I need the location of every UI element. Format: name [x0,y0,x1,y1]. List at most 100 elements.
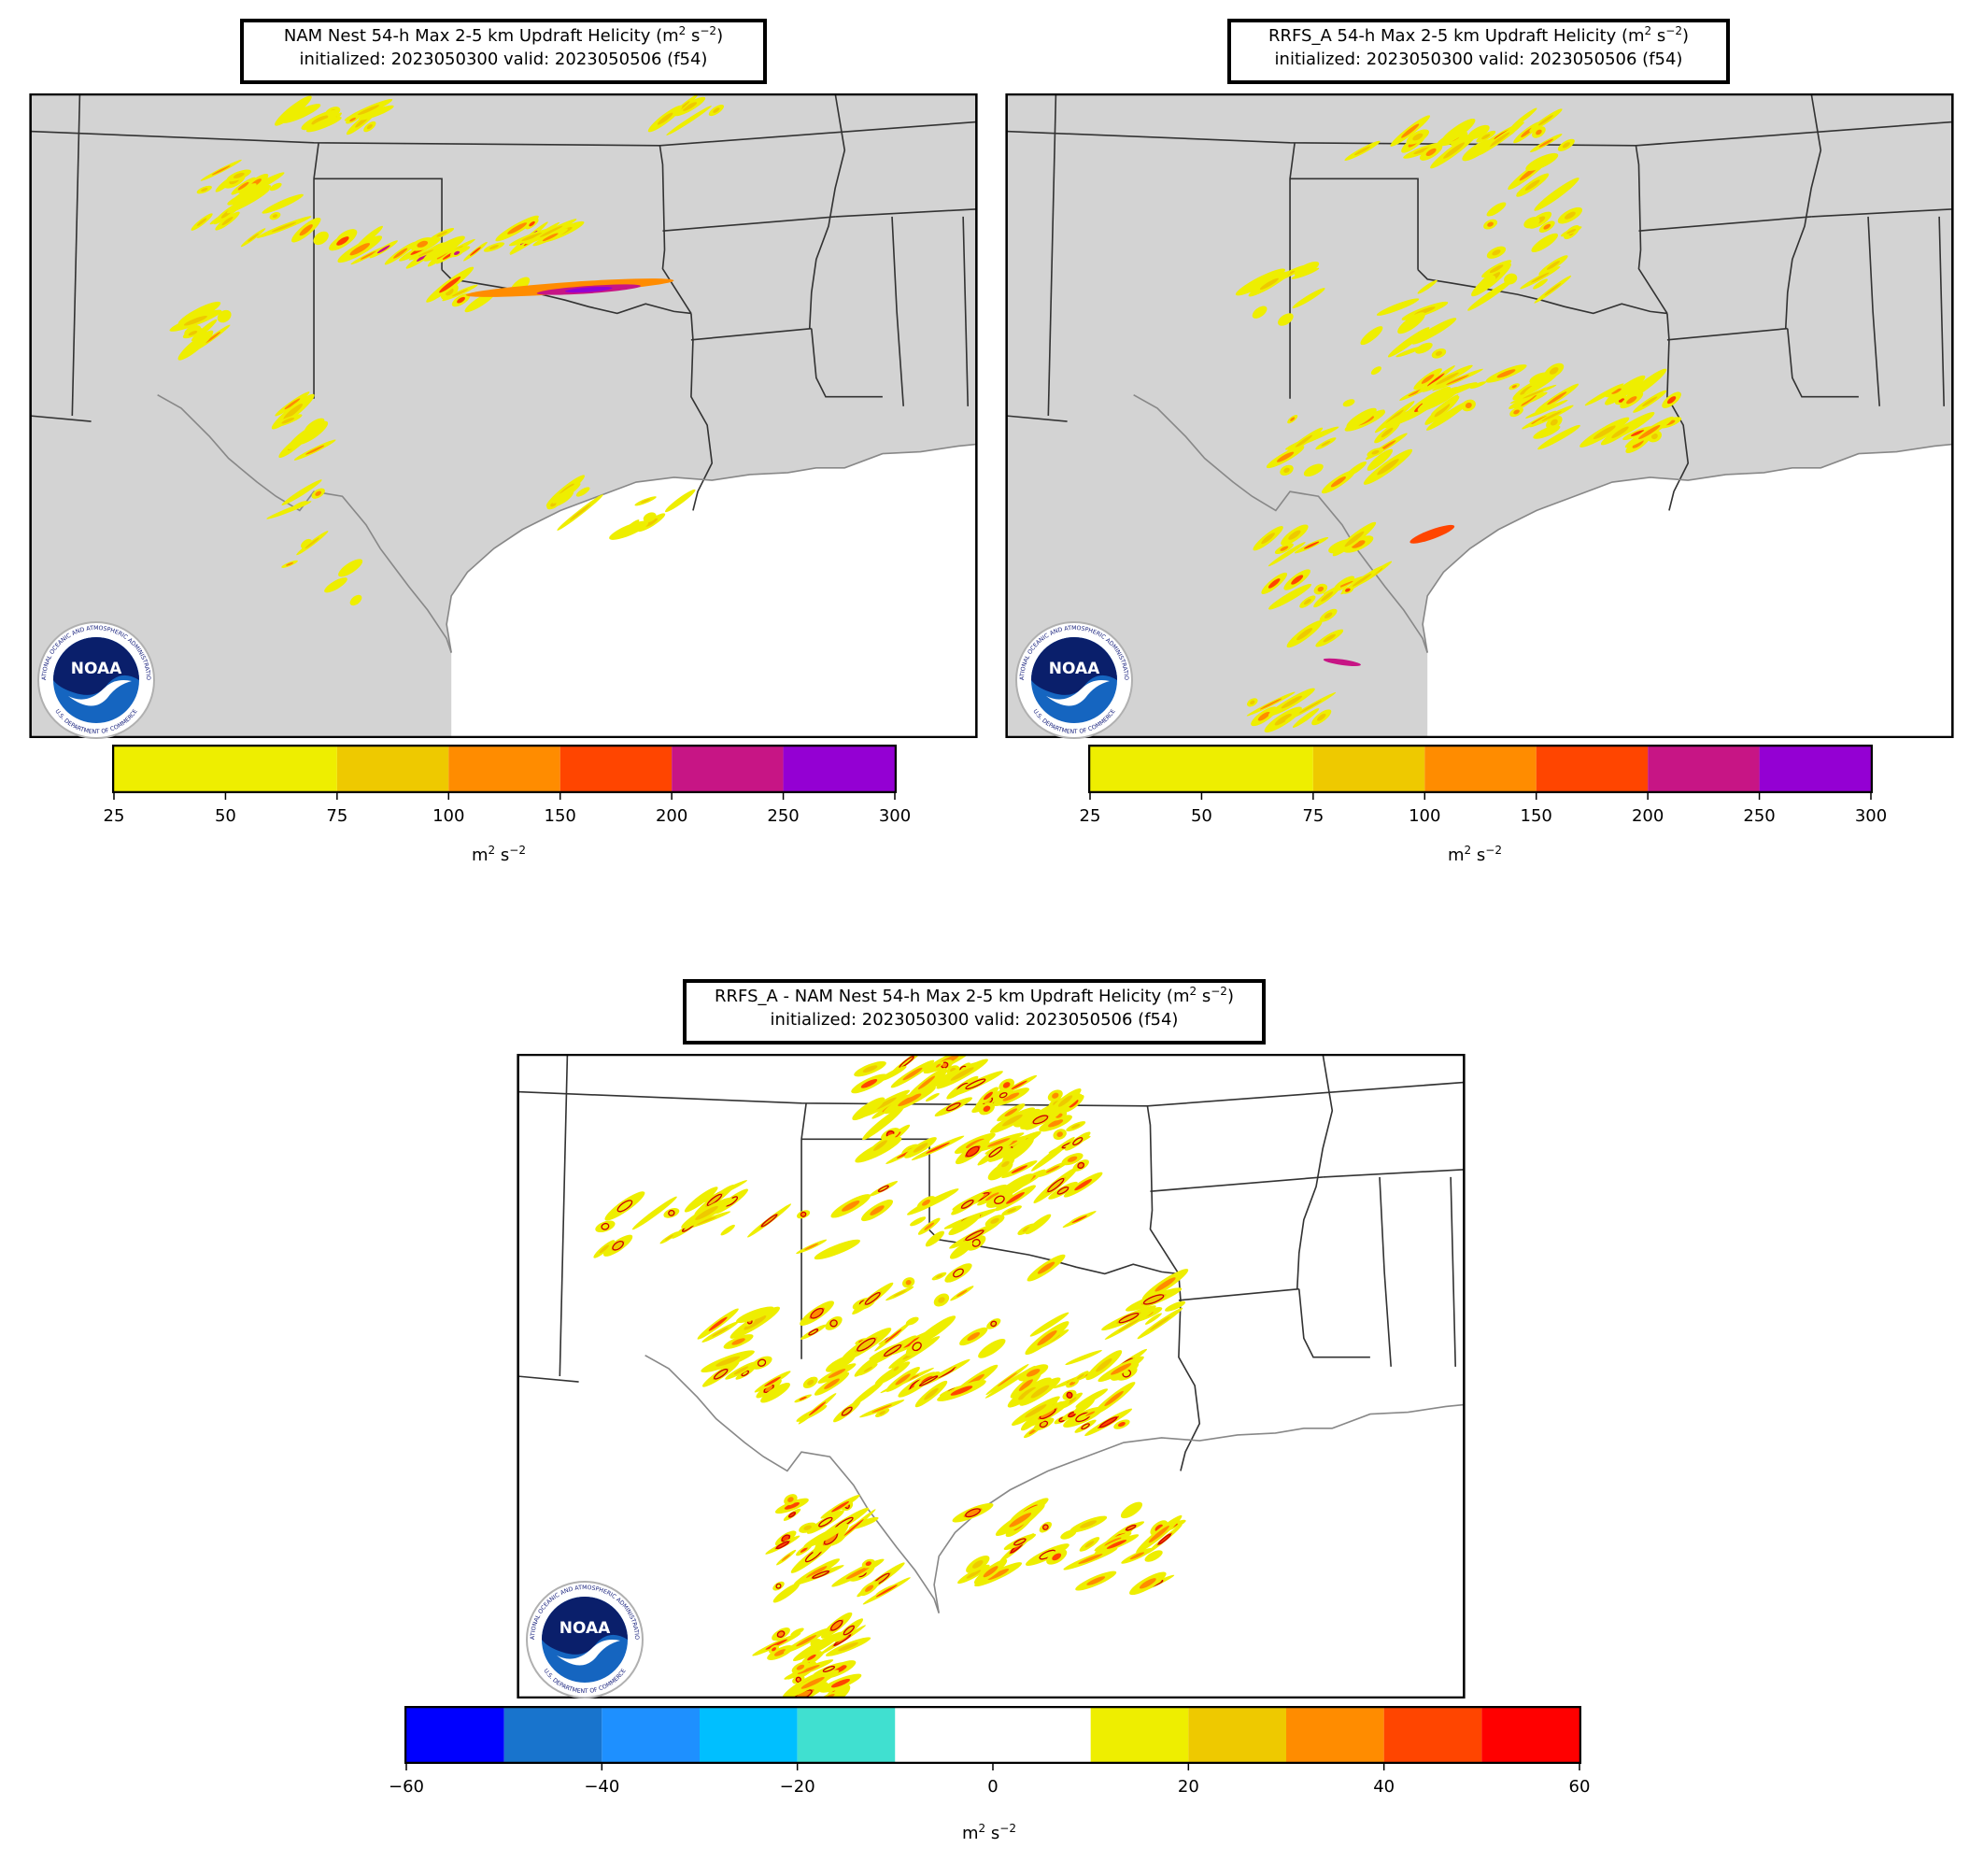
uh-swath-core [1566,229,1577,234]
uh-swath-core [1446,375,1469,385]
uh-swath-core [286,561,294,566]
colorbar-bin [1424,746,1537,791]
uh-swath-core [865,1561,871,1566]
diff-contour [884,1343,902,1357]
uh-swath-core [966,1570,982,1579]
uh-swath-core [842,1201,860,1212]
uh-swath [925,1230,945,1247]
uh-swath-core [1564,211,1576,220]
uh-swath [281,104,321,123]
uh-swath-core [201,188,208,192]
uh-swath [1025,1543,1069,1566]
uh-swath-core [221,217,234,226]
diff-contour [999,1092,1008,1099]
noaa-logo: NOAANATIONAL OCEANIC AND ATMOSPHERIC ADM… [1009,619,1133,739]
uh-swath [910,1216,927,1227]
diff-contour [988,1146,1003,1158]
uh-swath [993,1089,1013,1101]
uh-swath-core [1427,373,1445,387]
uh-swath-core [489,245,499,249]
uh-swath-core [1321,440,1331,447]
uh-swath-core [284,398,301,410]
noaa-logo: NOAANATIONAL OCEANIC AND ATMOSPHERIC ADM… [31,619,155,739]
uh-swath [269,182,282,192]
uh-swath [217,309,232,323]
colorbar-bin [700,1708,798,1762]
uh-swath-core [1642,396,1658,407]
colorbar-tick-label: 200 [656,806,687,826]
uh-swath-core [870,1205,885,1215]
uh-swath-core [796,1635,817,1647]
title-line-1: RRFS_A - NAM Nest 54-h Max 2-5 km Updraf… [715,987,1190,1006]
gulf-water [934,1404,1466,1698]
uh-swath-core [712,1327,729,1337]
uh-swath [349,594,362,606]
uh-swath-core [682,102,698,111]
uh-swath [1292,288,1325,309]
uh-swath [1036,1378,1047,1386]
diff-contour [1098,1416,1118,1428]
uh-swath-core [1002,1082,1011,1088]
uh-swath-core [838,1642,858,1652]
uh-swath-core [902,1067,923,1081]
uh-swath-core [1537,115,1553,126]
uh-swath-core [1409,524,1455,544]
uh-swath-core [1261,533,1275,545]
uh-swath-core [418,249,434,257]
uh-swath-core [1052,1092,1059,1099]
uh-swath-core [1295,434,1313,448]
uh-swath-core [1085,1411,1096,1416]
uh-swath-core [457,296,465,304]
uh-swath-core [1436,372,1459,385]
panel-title: NAM Nest 54-h Max 2-5 km Updraft Helicit… [240,19,767,84]
colorbar-tick-label: 75 [1302,806,1324,826]
colorbar-tick-label: 20 [1178,1777,1199,1797]
uh-swath-core [1022,1226,1031,1232]
uh-swath-core [800,1547,808,1553]
uh-swath-core [1071,1215,1087,1224]
uh-swath-core [1290,417,1296,421]
uh-swath-core [1001,1160,1010,1168]
map-border [517,1054,1466,1698]
uh-swath-core [829,1619,844,1632]
diff-contour [857,1337,876,1352]
uh-swath [1165,1300,1186,1312]
colorbar-ticks: 25 50 75 100 150 200 250 300 [104,793,911,826]
colorbar-bin [1312,746,1425,791]
uh-swath-core [1039,1421,1049,1428]
uh-swath-core [1323,633,1336,643]
uh-swath [266,501,312,519]
uh-swath-core [640,499,651,504]
uh-swath [760,1383,790,1403]
colorbar-label: m2 s−2 [472,844,526,865]
colorbar-bin [797,1708,896,1762]
uh-swath-core [1666,396,1677,405]
uh-swath-core [1317,586,1324,592]
uh-swath-core [1111,1363,1132,1375]
uh-swath-core [875,1585,898,1598]
uh-swath [1462,139,1493,162]
colorbar-bin [895,1708,1091,1762]
uh-swath-core [1056,1131,1063,1137]
uh-swath [1584,383,1624,406]
diff-contour [822,1665,836,1672]
uh-swath-core [644,518,659,527]
uh-swath-core [765,1639,787,1650]
uh-swath-core [1038,1407,1058,1420]
uh-swath-core [1257,711,1270,721]
colorbar-tick-label: 25 [104,806,125,826]
uh-swath [1479,275,1496,291]
uh-swath-core [1076,1373,1084,1380]
uh-swath-core [843,1519,864,1536]
uh-swath-core [357,105,380,116]
uh-swath-core [841,1406,854,1416]
uh-swath-core [664,1234,673,1241]
uh-swath-core [1084,1541,1095,1548]
uh-swath-core [1288,530,1301,540]
uh-swath-core [565,286,613,293]
colorbar-bin [672,746,784,791]
uh-swath-core [1098,1415,1120,1429]
uh-swath-core [1330,476,1346,488]
uh-swath-core [1443,142,1466,159]
colorbar-bin [1759,746,1871,791]
